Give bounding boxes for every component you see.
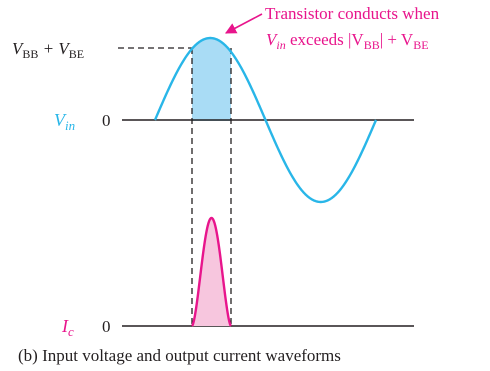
ic-label: Ic [61, 316, 74, 339]
annotation-arrow [225, 13, 263, 34]
annotation-line-1: Transistor conducts when [265, 4, 440, 23]
threshold-v1: V [12, 39, 25, 58]
conduction-region-fill [192, 38, 231, 121]
vin-label-sub: in [65, 118, 75, 133]
annotation-be-sub: BE [413, 38, 428, 52]
annotation-line-2: Vin exceeds |VBB| + VBE [266, 30, 429, 52]
threshold-bb-sub: BB [22, 47, 38, 61]
annotation-bb-sub: BB [364, 38, 380, 52]
vin-label: Vin [54, 110, 75, 133]
ic-label-i: I [61, 316, 69, 336]
annotation-exceeds-text: exceeds |V [286, 30, 365, 49]
figure-caption: (b) Input voltage and output current wav… [18, 346, 341, 365]
threshold-be-sub: BE [69, 47, 84, 61]
threshold-label: VBB + VBE [12, 39, 84, 61]
ic-zero-label: 0 [102, 317, 111, 336]
vin-zero-label: 0 [102, 111, 111, 130]
ic-pulse-fill [192, 218, 231, 326]
annotation-vin-sub: in [276, 38, 285, 52]
annotation-vin-symbol: V [266, 30, 279, 49]
ic-pulse-curve [191, 216, 232, 327]
ic-label-sub: c [68, 324, 74, 339]
vin-sine-wave [153, 36, 378, 204]
vin-label-v: V [54, 110, 67, 130]
threshold-plus-v: + V [38, 39, 71, 58]
annotation-plus-text: | + V [380, 30, 414, 49]
